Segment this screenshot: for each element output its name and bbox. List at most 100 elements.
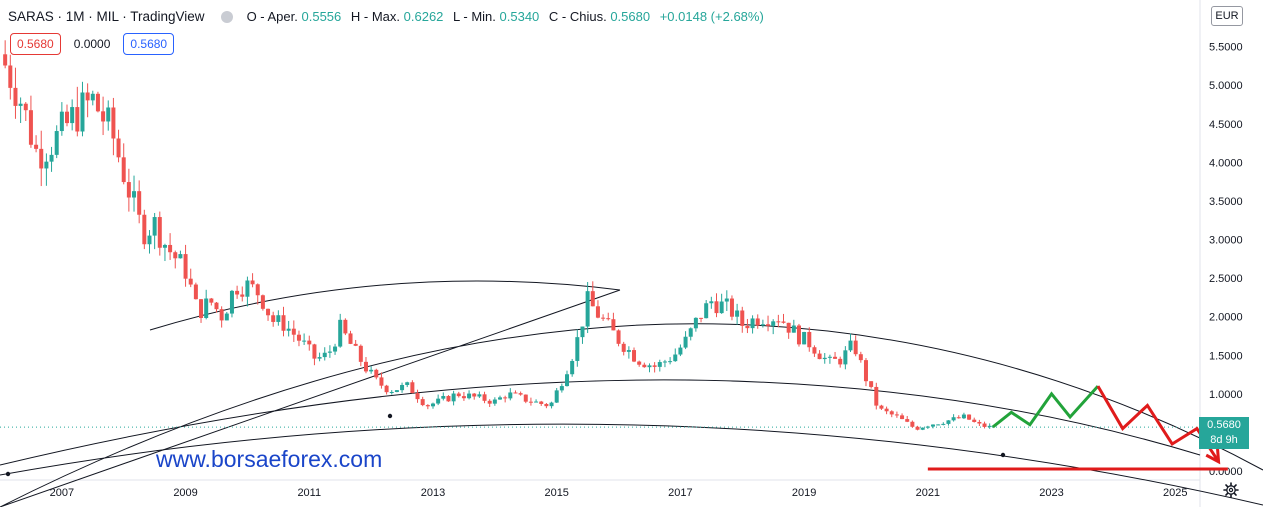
outer-arc (0, 289, 1263, 507)
candle-down (482, 394, 487, 401)
candle-up (961, 414, 966, 419)
candle-down (121, 157, 126, 183)
candle-down (235, 290, 240, 295)
bullish-projection (991, 385, 1100, 429)
candle-up (848, 340, 853, 351)
candle-down (250, 280, 255, 285)
candle-up (575, 337, 580, 361)
candle-down (137, 191, 142, 215)
candle-down (523, 394, 528, 402)
candle-down (173, 252, 178, 259)
sell-price-button[interactable]: 0.5680 (10, 33, 61, 55)
candle-up (54, 131, 59, 155)
last-price-label: 0.5680 8d 9h (1199, 417, 1249, 449)
candle-down (312, 344, 317, 359)
candle-up (704, 303, 709, 319)
candle-up (317, 357, 322, 359)
candle-down (621, 343, 626, 352)
candle-up (565, 374, 570, 387)
candle-down (755, 318, 760, 326)
candle-up (477, 394, 482, 397)
candle-down (869, 381, 874, 387)
candle-down (982, 423, 987, 427)
candle-up (688, 328, 693, 337)
y-tick-label: 5.0000 (1209, 80, 1243, 92)
candle-up (554, 390, 559, 403)
candle-up (276, 315, 281, 322)
candle-up (750, 318, 755, 329)
candle-down (879, 405, 884, 409)
candle-down (456, 393, 461, 397)
candle-down (915, 426, 920, 430)
gear-icon[interactable] (1223, 482, 1239, 498)
bar-countdown: 8d 9h (1210, 434, 1238, 446)
candle-up (508, 392, 513, 399)
candle-up (647, 365, 652, 368)
candle-down (23, 103, 28, 111)
candle-down (972, 419, 977, 422)
x-tick-label: 2025 (1163, 487, 1187, 499)
candle-up (436, 398, 441, 404)
candle-down (384, 385, 389, 393)
candle-down (528, 401, 533, 403)
buy-price-button[interactable]: 0.5680 (123, 33, 175, 55)
ohlc-high-label: H - Max. (350, 9, 401, 24)
candle-down (812, 347, 817, 354)
y-tick-label: 1.5000 (1209, 350, 1243, 362)
x-tick-label: 2017 (668, 487, 692, 499)
candle-up (534, 401, 539, 403)
candle-up (245, 280, 250, 297)
x-tick-label: 2023 (1039, 487, 1063, 499)
candle-up (657, 362, 662, 367)
arc-anchor-point (387, 413, 393, 419)
candle-down (461, 396, 466, 399)
candle-down (642, 364, 647, 368)
candle-down (188, 278, 193, 285)
candle-down (786, 322, 791, 333)
candle-down (101, 111, 106, 122)
x-tick-label: 2021 (916, 487, 940, 499)
candle-up (286, 328, 291, 331)
candle-down (874, 386, 879, 406)
candle-up (936, 424, 941, 426)
candle-up (843, 350, 848, 365)
currency-selector[interactable]: EUR (1211, 6, 1243, 26)
candle-down (503, 397, 508, 399)
candle-down (271, 315, 276, 322)
candle-down (157, 217, 162, 248)
time-axis: 2007 2009 2011 2013 2015 2017 2019 2021 2023 2025 (50, 487, 1188, 499)
candle-down (348, 333, 353, 344)
candle-down (518, 393, 523, 395)
candle-up (771, 321, 776, 326)
eye-icon[interactable] (220, 10, 233, 23)
candle-down (343, 319, 348, 334)
candle-up (735, 310, 740, 317)
candle-up (580, 326, 585, 338)
candle-down (714, 301, 719, 314)
candle-up (549, 402, 554, 407)
ohlc-open-label: O - Aper. (246, 9, 298, 24)
candle-down (539, 401, 544, 404)
candle-down (544, 403, 549, 407)
candle-down (353, 343, 358, 346)
candle-down (266, 308, 271, 316)
candle-up (441, 396, 446, 399)
candle-up (492, 399, 497, 404)
candle-down (34, 144, 39, 149)
candle-up (827, 356, 832, 358)
candle-down (65, 111, 70, 124)
candle-up (90, 93, 95, 101)
candle-down (8, 65, 13, 88)
arc-drawings (0, 280, 1263, 507)
candle-up (338, 319, 343, 347)
candles (3, 40, 992, 431)
candle-up (162, 244, 167, 248)
candle-up (204, 298, 209, 318)
candle-down (3, 54, 8, 66)
y-tick-label: 5.5000 (1209, 42, 1243, 54)
symbol-title[interactable]: SARAS · 1M · MIL · TradingView (8, 9, 205, 24)
candle-down (415, 393, 420, 400)
x-tick-label: 2009 (173, 487, 197, 499)
candle-down (219, 309, 224, 321)
